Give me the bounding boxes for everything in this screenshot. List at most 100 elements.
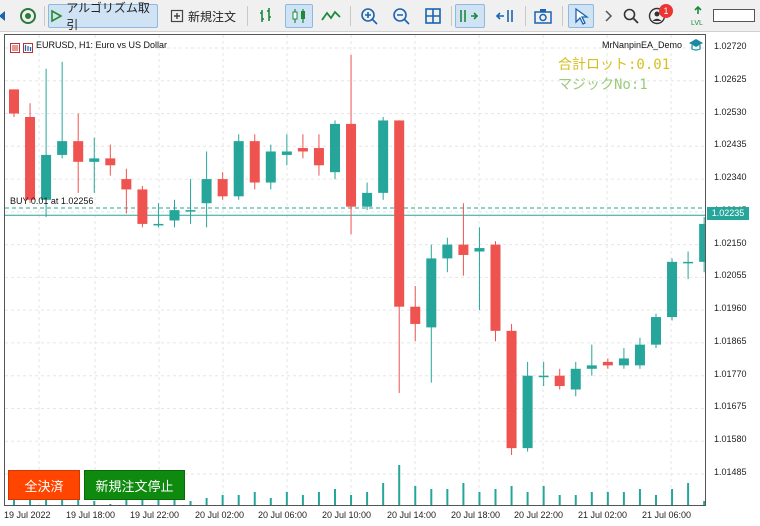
notification-badge: 1 — [659, 4, 673, 18]
bullish-candle — [281, 151, 292, 155]
separator — [525, 6, 526, 26]
arrow-left-icon[interactable] — [0, 4, 8, 28]
bullish-candle — [667, 261, 678, 318]
bullish-candle — [699, 223, 705, 262]
bullish-candle — [651, 317, 661, 345]
price-tick-label: 1.02435 — [714, 139, 747, 150]
bearish-candle — [458, 244, 469, 255]
algo-trading-button[interactable]: アルゴリズム取引 — [48, 1, 158, 32]
bullish-candle — [330, 123, 340, 173]
zoom-out-icon[interactable] — [388, 4, 414, 28]
tile-windows-icon[interactable] — [420, 4, 446, 28]
bullish-candle — [538, 375, 549, 378]
level-indicator — [713, 9, 755, 22]
bearish-candle — [602, 361, 613, 366]
market-watch-icon[interactable] — [16, 4, 40, 28]
bar-chart-icon[interactable] — [254, 4, 278, 28]
bullish-candle — [634, 344, 645, 366]
bullish-candle — [426, 258, 437, 328]
time-tick-label: 21 Jul 06:00 — [642, 510, 692, 520]
bullish-candle — [57, 141, 68, 155]
bearish-candle — [410, 306, 421, 324]
cursor-icon[interactable] — [568, 4, 594, 28]
bullish-candle — [683, 261, 694, 264]
bullish-candle — [169, 210, 180, 221]
bullish-candle — [201, 179, 212, 204]
chart-title: EURUSD, H1: Euro vs US Dollar — [36, 40, 168, 50]
bearish-candle — [506, 330, 517, 449]
bearish-candle — [346, 123, 357, 207]
candlestick-icon[interactable] — [285, 4, 313, 28]
bearish-candle — [137, 189, 148, 224]
time-tick-label: 21 Jul 02:00 — [578, 510, 628, 520]
bullish-candle — [586, 365, 597, 369]
bearish-candle — [105, 158, 116, 166]
separator — [44, 6, 45, 26]
price-tick-label: 1.02720 — [714, 41, 747, 51]
bearish-candle — [249, 141, 260, 183]
price-tick-label: 1.01865 — [714, 335, 747, 346]
play-icon — [51, 9, 63, 23]
price-tick-label: 1.01485 — [714, 467, 747, 477]
price-tick-label: 1.01580 — [714, 434, 747, 445]
screenshot-icon[interactable] — [530, 4, 556, 28]
price-tick-label: 1.02055 — [714, 270, 747, 281]
bullish-candle — [474, 248, 485, 252]
bullish-candle — [378, 120, 389, 193]
plus-document-icon — [170, 9, 184, 23]
chart-svg — [5, 35, 705, 505]
time-tick-label: 20 Jul 10:00 — [322, 510, 372, 520]
level-label: LVL — [691, 20, 703, 27]
price-tick-label: 1.02625 — [714, 73, 747, 84]
time-tick-label: 20 Jul 06:00 — [258, 510, 308, 520]
separator — [350, 6, 351, 26]
signal-level-icon[interactable]: LVL — [688, 4, 708, 28]
chevron-right-icon[interactable] — [598, 4, 618, 28]
new-order-button[interactable]: 新規注文 — [164, 4, 242, 28]
bullish-candle — [185, 210, 196, 212]
separator — [247, 6, 248, 26]
bearish-candle — [554, 375, 565, 387]
close-all-button[interactable]: 全決済 — [8, 470, 80, 500]
bullish-candle — [362, 192, 373, 207]
separator — [451, 6, 452, 26]
bearish-candle — [217, 179, 228, 197]
bearish-candle — [297, 148, 308, 152]
chart-shift-icon[interactable] — [490, 4, 520, 28]
time-tick-label: 20 Jul 18:00 — [451, 510, 501, 520]
chart-plot-area[interactable] — [4, 34, 706, 506]
graduation-cap-icon[interactable] — [688, 38, 704, 57]
bearish-candle — [121, 179, 132, 190]
price-tick-label: 1.02530 — [714, 106, 747, 117]
current-price-tag: 1.02235 — [707, 207, 749, 220]
bullish-candle — [41, 154, 52, 200]
bullish-candle — [265, 151, 276, 183]
price-tick-label: 1.01675 — [714, 401, 747, 412]
total-lot-text: 合計ロット:0.01 — [558, 57, 671, 73]
bearish-candle — [394, 120, 405, 307]
auto-scroll-icon[interactable] — [455, 4, 485, 28]
bullish-candle — [570, 368, 581, 390]
chart-symbol-icon[interactable] — [10, 40, 34, 58]
bullish-candle — [153, 223, 164, 226]
search-icon[interactable] — [620, 4, 642, 28]
line-chart-icon[interactable] — [318, 4, 344, 28]
bearish-candle — [25, 116, 36, 200]
time-tick-label: 19 Jul 22:00 — [130, 510, 180, 520]
price-tick-label: 1.02150 — [714, 237, 747, 248]
price-tick-label: 1.01960 — [714, 303, 747, 314]
bullish-candle — [442, 244, 453, 259]
bullish-candle — [618, 358, 629, 366]
bearish-candle — [490, 244, 501, 331]
time-tick-label: 19 Jul 18:00 — [66, 510, 116, 520]
new-order-label: 新規注文 — [187, 9, 236, 24]
expert-advisor-name[interactable]: MrNanpinEA_Demo — [602, 40, 683, 50]
bullish-candle — [89, 158, 100, 162]
time-tick-label: 19 Jul 2022 — [4, 510, 51, 520]
bullish-candle — [522, 375, 533, 449]
stop-new-orders-button[interactable]: 新規注文停止 — [84, 470, 185, 500]
bearish-candle — [313, 148, 324, 166]
time-tick-label: 20 Jul 14:00 — [387, 510, 437, 520]
zoom-in-icon[interactable] — [356, 4, 382, 28]
toolbar: アルゴリズム取引 新規注文 1 — [0, 0, 760, 32]
